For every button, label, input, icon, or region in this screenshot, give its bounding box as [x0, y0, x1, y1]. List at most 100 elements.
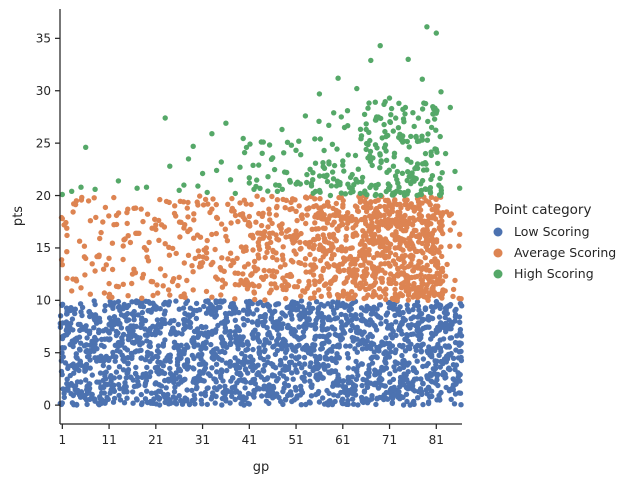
data-point-low-scoring [193, 385, 200, 392]
data-point-average-scoring [109, 294, 115, 300]
data-point-high-scoring [338, 190, 344, 196]
data-point-average-scoring [274, 197, 281, 203]
data-point-high-scoring [297, 181, 303, 187]
data-point-average-scoring [341, 267, 347, 273]
data-point-average-scoring [251, 289, 257, 295]
data-point-high-scoring [218, 159, 224, 165]
data-point-low-scoring [245, 311, 251, 317]
data-point-average-scoring [352, 292, 358, 298]
data-point-low-scoring [302, 361, 308, 367]
legend-entry-high-scoring: High Scoring [493, 266, 594, 281]
data-point-average-scoring [231, 208, 237, 214]
data-point-average-scoring [169, 278, 176, 285]
data-point-average-scoring [81, 243, 88, 249]
data-point-average-scoring [63, 219, 69, 226]
data-point-low-scoring [73, 354, 79, 360]
data-point-low-scoring [86, 388, 92, 394]
data-point-average-scoring [181, 294, 187, 300]
data-point-average-scoring [235, 218, 241, 225]
data-point-high-scoring [199, 170, 206, 177]
data-point-low-scoring [396, 327, 402, 333]
data-point-low-scoring [370, 341, 377, 347]
data-point-low-scoring [423, 363, 430, 369]
data-point-average-scoring [391, 276, 397, 282]
data-point-low-scoring [68, 305, 74, 311]
data-point-average-scoring [303, 220, 309, 227]
data-point-average-scoring [100, 266, 107, 272]
data-point-average-scoring [202, 196, 209, 203]
data-point-low-scoring [272, 365, 279, 371]
data-point-low-scoring [180, 305, 187, 311]
data-point-average-scoring [354, 267, 360, 273]
data-point-average-scoring [450, 293, 456, 300]
data-point-low-scoring [432, 331, 439, 337]
data-point-low-scoring [345, 355, 351, 361]
data-point-low-scoring [308, 393, 315, 399]
data-point-high-scoring [247, 141, 253, 147]
data-point-low-scoring [282, 355, 288, 361]
data-point-average-scoring [64, 225, 70, 231]
data-point-low-scoring [160, 343, 166, 349]
data-point-average-scoring [218, 267, 224, 273]
data-point-average-scoring [106, 255, 112, 261]
data-point-low-scoring [118, 325, 125, 331]
data-point-high-scoring [78, 184, 84, 190]
data-point-low-scoring [432, 365, 439, 372]
data-point-average-scoring [427, 202, 433, 208]
data-point-average-scoring [237, 200, 243, 206]
data-point-high-scoring [382, 128, 388, 135]
data-point-high-scoring [246, 180, 252, 186]
data-point-low-scoring [124, 395, 130, 401]
data-point-average-scoring [231, 259, 237, 266]
data-point-low-scoring [358, 361, 365, 367]
data-point-low-scoring [137, 335, 143, 341]
data-point-average-scoring [376, 286, 383, 292]
data-point-average-scoring [191, 217, 197, 223]
data-point-low-scoring [104, 381, 111, 388]
data-point-low-scoring [349, 396, 356, 402]
data-point-low-scoring [72, 383, 79, 389]
data-point-average-scoring [191, 211, 197, 217]
data-point-high-scoring [59, 191, 65, 198]
data-point-low-scoring [182, 376, 188, 382]
data-point-low-scoring [310, 305, 316, 312]
data-point-low-scoring [207, 372, 213, 379]
data-point-low-scoring [423, 387, 429, 393]
data-point-low-scoring [405, 306, 411, 312]
data-point-average-scoring [148, 278, 154, 285]
data-point-average-scoring [393, 229, 399, 235]
data-point-high-scoring [438, 89, 444, 95]
data-point-low-scoring [458, 354, 464, 361]
data-point-average-scoring [410, 253, 416, 259]
data-point-low-scoring [240, 334, 246, 340]
data-point-high-scoring [391, 154, 397, 160]
data-point-low-scoring [129, 299, 135, 305]
data-point-average-scoring [375, 225, 381, 231]
data-point-average-scoring [205, 201, 211, 207]
data-point-low-scoring [310, 367, 317, 373]
data-point-average-scoring [100, 219, 106, 225]
data-point-low-scoring [437, 302, 444, 309]
data-point-low-scoring [237, 372, 243, 378]
data-point-low-scoring [343, 343, 349, 349]
data-point-high-scoring [250, 162, 256, 168]
data-point-low-scoring [264, 325, 270, 331]
data-point-high-scoring [204, 189, 210, 196]
data-point-average-scoring [316, 287, 322, 293]
data-point-average-scoring [315, 233, 321, 239]
data-point-average-scoring [395, 273, 401, 279]
data-point-low-scoring [162, 299, 168, 306]
data-point-high-scoring [381, 121, 387, 128]
data-point-high-scoring [83, 144, 89, 150]
data-point-low-scoring [124, 347, 131, 353]
data-point-high-scoring [246, 175, 252, 181]
data-point-average-scoring [431, 245, 438, 251]
data-point-low-scoring [121, 400, 128, 406]
data-point-low-scoring [348, 317, 355, 323]
y-axis-label: pts [11, 206, 26, 226]
data-point-low-scoring [329, 368, 335, 374]
data-point-low-scoring [296, 342, 302, 348]
data-point-average-scoring [333, 207, 340, 214]
data-point-high-scoring [363, 121, 369, 127]
data-point-low-scoring [352, 387, 358, 393]
